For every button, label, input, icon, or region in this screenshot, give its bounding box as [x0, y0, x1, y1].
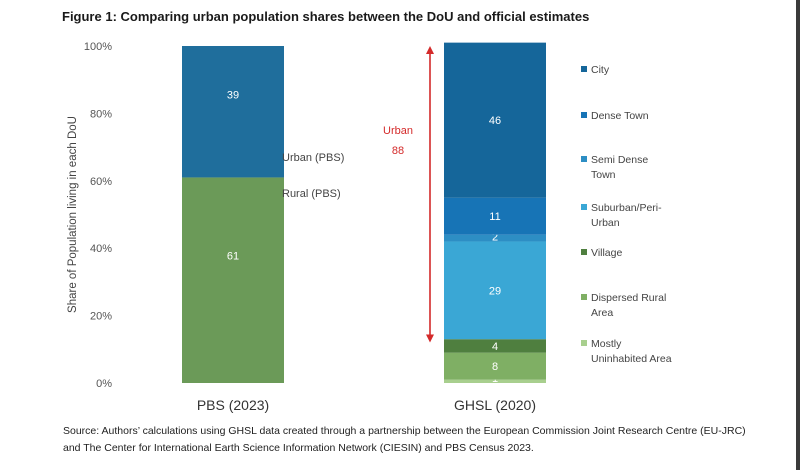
legend-label: Uninhabited Area [591, 353, 672, 365]
legend-label: Rural (PBS) [282, 188, 341, 200]
urban-arrow-head-up [426, 46, 434, 54]
legend-label: Semi Dense [591, 154, 648, 166]
legend-label: Urban [591, 217, 620, 229]
y-tick-label: 40% [90, 243, 112, 255]
legend-label: Dispersed Rural [591, 292, 666, 304]
legend-swatch [581, 156, 587, 162]
legend-swatch [581, 249, 587, 255]
legend-label: Suburban/Peri- [591, 202, 662, 214]
bar-segment [444, 379, 546, 383]
category-label: GHSL (2020) [454, 397, 536, 413]
source-note: Source: Authors’ calculations using GHSL… [63, 425, 746, 454]
bar-segment [444, 352, 546, 380]
legend-swatch [581, 66, 587, 72]
urban-annotation-value: 88 [392, 145, 404, 157]
bar-segment [444, 42, 546, 198]
bar-segment [444, 234, 546, 242]
y-tick-label: 60% [90, 176, 112, 188]
legend-label: Urban (PBS) [282, 152, 344, 164]
legend-label: City [591, 64, 610, 76]
bar-segment [444, 241, 546, 340]
legend-swatch [581, 112, 587, 118]
legend-label: Mostly [591, 338, 622, 350]
data-label: 4 [492, 341, 498, 353]
legend-swatch [271, 154, 277, 160]
bar-segment [182, 177, 284, 383]
legend-swatch [581, 340, 587, 346]
y-tick-label: 20% [90, 311, 112, 323]
legend-label: Dense Town [591, 110, 649, 122]
category-label: PBS (2023) [197, 397, 269, 413]
bar-segment [444, 197, 546, 235]
stacked-bar-chart: 0% 20% 40% 60% 80% 100% Share of Population li… [67, 41, 672, 413]
urban-arrow-head-down [426, 334, 434, 343]
bar-segment [182, 46, 284, 178]
y-tick-label: 80% [90, 108, 112, 120]
data-label: 46 [489, 115, 501, 127]
figure-title: Figure 1: Comparing urban population sha… [62, 9, 590, 24]
y-tick-label: 100% [84, 41, 112, 53]
y-axis-label: Share of Population living in each DoU [67, 116, 79, 313]
bar-segment [444, 339, 546, 353]
legend-swatch [581, 204, 587, 210]
data-label: 8 [492, 361, 498, 373]
data-label: 29 [489, 285, 501, 297]
data-label: 11 [489, 211, 500, 223]
legend-label: Town [591, 169, 616, 181]
legend-swatch [271, 190, 277, 196]
legend-label: Area [591, 307, 613, 319]
y-tick-label: 0% [96, 378, 112, 390]
legend-swatch [581, 294, 587, 300]
data-label: 61 [227, 251, 239, 263]
window-edge [796, 0, 800, 470]
legend-label: Village [591, 247, 622, 259]
data-label: 39 [227, 90, 239, 102]
data-label: 2 [492, 231, 498, 243]
urban-annotation-label: Urban [383, 125, 413, 137]
